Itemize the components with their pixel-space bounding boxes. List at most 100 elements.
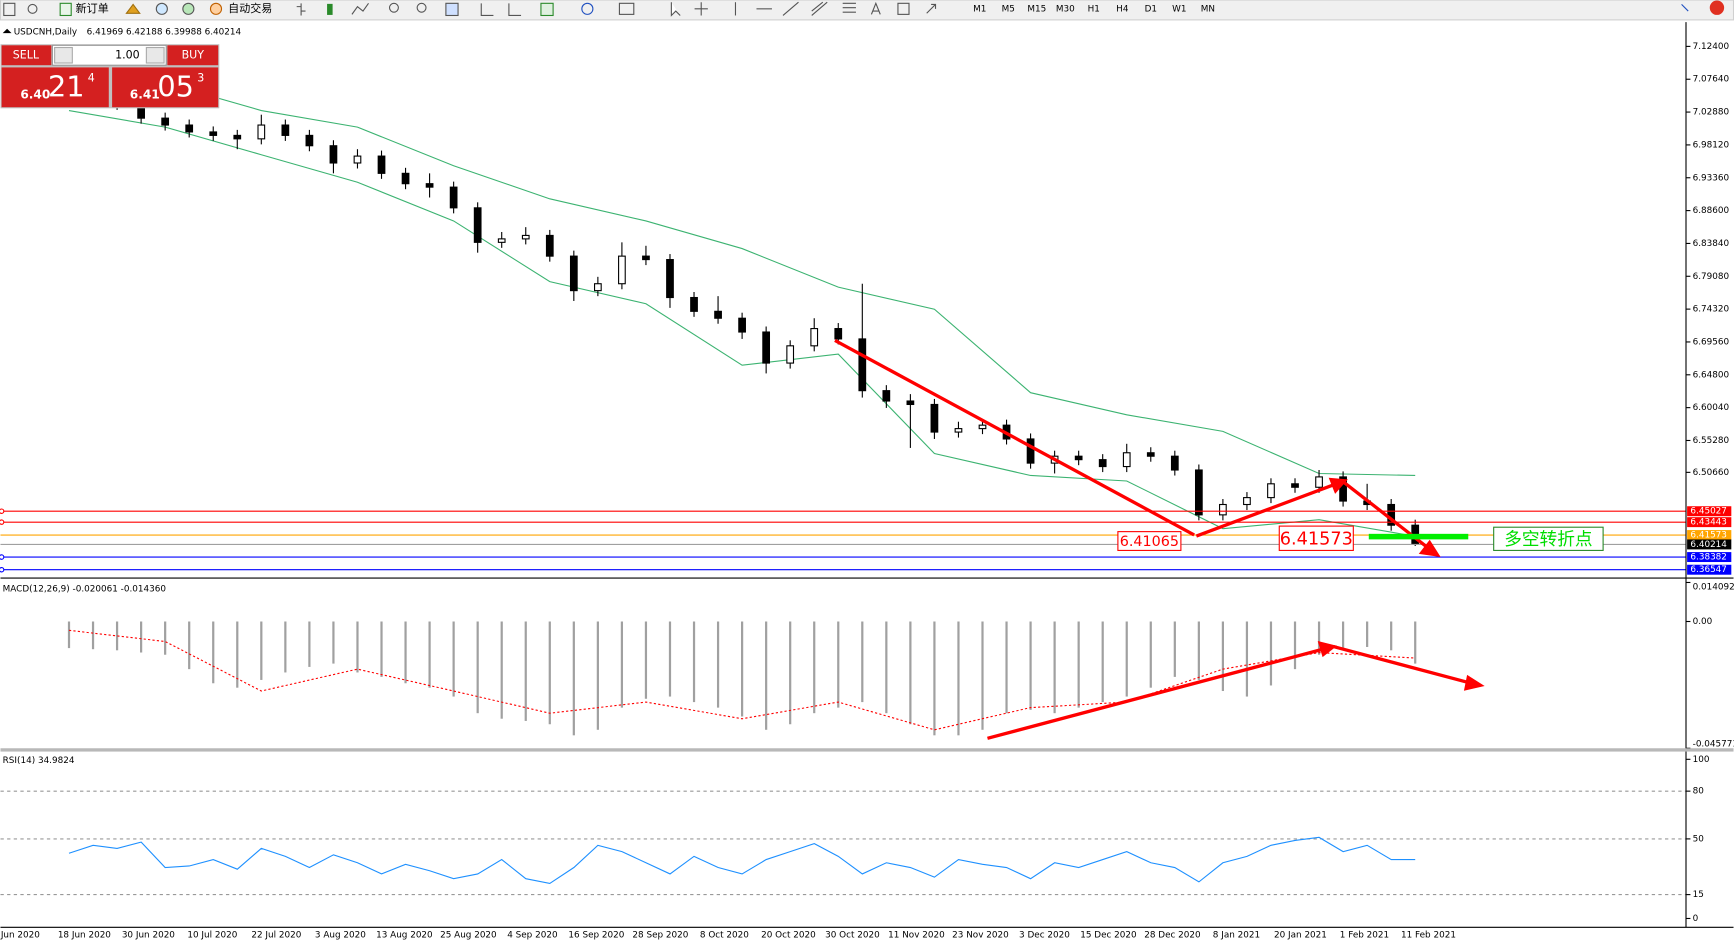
arrow-head bbox=[1418, 539, 1441, 557]
candle-body bbox=[305, 134, 314, 147]
candle-body bbox=[1291, 483, 1299, 488]
timeframe-button[interactable]: H1 bbox=[1088, 4, 1100, 14]
arrow-line bbox=[1332, 644, 1471, 685]
macd-bar bbox=[1341, 621, 1345, 651]
icon-label[interactable] bbox=[897, 2, 910, 15]
timeframe-button[interactable]: W1 bbox=[1172, 4, 1186, 14]
candle-body bbox=[473, 207, 482, 243]
icon-market-watch[interactable] bbox=[125, 3, 141, 14]
x-tick-label: 30 Oct 2020 bbox=[825, 931, 880, 941]
timeframe-button[interactable]: M5 bbox=[1002, 4, 1015, 14]
price-level-tag bbox=[1687, 552, 1732, 563]
macd-bar bbox=[1317, 621, 1321, 655]
icon-trendline[interactable] bbox=[782, 1, 799, 16]
candle-body bbox=[1026, 438, 1035, 464]
candle-body bbox=[786, 345, 795, 364]
icon-notifications[interactable] bbox=[1709, 0, 1725, 15]
icon-templates[interactable] bbox=[618, 2, 635, 15]
icon-text[interactable] bbox=[870, 1, 881, 15]
x-tick-label: 3 Aug 2020 bbox=[315, 931, 366, 941]
timeframe-button[interactable]: M30 bbox=[1056, 4, 1075, 14]
macd-bar bbox=[1293, 621, 1297, 670]
x-tick-label: 11 Nov 2020 bbox=[888, 931, 945, 941]
y-tick-label: 7.02880 bbox=[1693, 108, 1730, 118]
macd-bar bbox=[1245, 621, 1249, 697]
candle-body bbox=[594, 283, 602, 292]
timeframe-button[interactable]: D1 bbox=[1145, 4, 1157, 14]
icon-arrows[interactable] bbox=[926, 3, 937, 14]
lots-down[interactable] bbox=[54, 46, 73, 64]
icon-line[interactable] bbox=[351, 2, 369, 15]
candle-body bbox=[521, 234, 530, 240]
sell-price-box[interactable] bbox=[1, 67, 109, 108]
macd-bar bbox=[332, 621, 335, 664]
sell-label: SELL bbox=[13, 48, 40, 61]
lots-up[interactable] bbox=[145, 46, 165, 64]
icon-zoom-out[interactable] bbox=[416, 2, 427, 13]
icon-profiles[interactable] bbox=[3, 2, 16, 17]
arrow-head bbox=[1463, 674, 1485, 691]
timeframe-button[interactable]: M15 bbox=[1027, 4, 1046, 14]
icon-bars[interactable] bbox=[296, 3, 306, 16]
icon-crosshair[interactable] bbox=[694, 2, 708, 16]
sell-button[interactable] bbox=[1, 45, 52, 66]
price-level-tag bbox=[1687, 564, 1732, 575]
x-tick-label: 8 Oct 2020 bbox=[700, 931, 749, 941]
icon-data[interactable] bbox=[182, 2, 195, 15]
macd-bar bbox=[1029, 621, 1032, 710]
timeframe-button[interactable]: M1 bbox=[973, 4, 986, 14]
candle-body bbox=[666, 259, 674, 299]
timeframe-button[interactable]: H4 bbox=[1116, 4, 1129, 14]
icon-candles[interactable] bbox=[327, 3, 333, 15]
macd-bar bbox=[1101, 621, 1104, 703]
icon-signals[interactable] bbox=[155, 2, 168, 15]
x-tick-label: 8 Jan 2021 bbox=[1213, 931, 1260, 941]
macd-bar bbox=[91, 621, 95, 650]
x-tick-label: 10 Jul 2020 bbox=[187, 931, 237, 941]
y-tick-label: 0.00 bbox=[1693, 617, 1713, 627]
macd-bar bbox=[140, 621, 143, 653]
macd-bar bbox=[428, 621, 431, 688]
new-order-button[interactable]: 新订单 bbox=[76, 1, 109, 15]
level-handle bbox=[0, 566, 5, 573]
macd-bar bbox=[164, 621, 167, 655]
macd-bar bbox=[572, 621, 575, 736]
icon-fibo[interactable] bbox=[842, 2, 856, 13]
buy-price-box[interactable] bbox=[112, 67, 219, 108]
macd-bar bbox=[500, 621, 503, 719]
rsi-line bbox=[68, 836, 1416, 885]
auto-trading-button[interactable]: 自动交易 bbox=[228, 1, 272, 15]
icon-autoscroll[interactable] bbox=[480, 3, 494, 17]
icon-auto-trading[interactable] bbox=[209, 2, 223, 15]
x-tick-label: 3 Dec 2020 bbox=[1019, 931, 1070, 941]
rsi-panel: RSI(14) 34.9824 100 80 50 15 0 bbox=[0, 755, 1710, 924]
icon-new-order[interactable] bbox=[59, 2, 72, 17]
icon-shift[interactable] bbox=[508, 3, 522, 17]
candle-body bbox=[377, 155, 386, 174]
candle-body bbox=[810, 328, 819, 347]
icon-tile[interactable] bbox=[445, 2, 459, 17]
candle-body bbox=[1074, 455, 1083, 461]
candle-body bbox=[1219, 503, 1227, 516]
macd-bar bbox=[1005, 621, 1008, 714]
macd-bar bbox=[765, 621, 768, 730]
macd-bar bbox=[644, 621, 648, 699]
icon-zoom-in[interactable] bbox=[388, 2, 399, 13]
price-level-label: 6.43443 bbox=[1690, 518, 1727, 528]
macd-bar bbox=[668, 621, 672, 697]
macd-bar bbox=[1077, 621, 1080, 708]
icon-search[interactable] bbox=[1681, 4, 1689, 12]
icon-indicators[interactable] bbox=[540, 2, 554, 17]
candle-body bbox=[954, 428, 963, 433]
icon-channel[interactable] bbox=[811, 1, 828, 16]
macd-bar bbox=[452, 621, 455, 697]
bollinger-band bbox=[68, 60, 1416, 477]
x-tick-label: 22 Jul 2020 bbox=[251, 931, 301, 941]
buy-button[interactable] bbox=[167, 45, 219, 66]
y-tick-label: 80 bbox=[1693, 787, 1705, 797]
icon-periods[interactable] bbox=[581, 2, 594, 15]
timeframe-button[interactable]: MN bbox=[1201, 4, 1215, 14]
icon-zoom[interactable] bbox=[27, 3, 38, 14]
lots-input[interactable] bbox=[51, 44, 167, 66]
